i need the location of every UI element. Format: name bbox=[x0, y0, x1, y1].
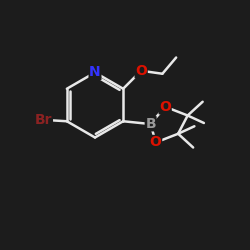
Text: O: O bbox=[150, 136, 162, 149]
Text: O: O bbox=[135, 64, 147, 78]
Text: O: O bbox=[159, 100, 171, 114]
Text: Br: Br bbox=[35, 113, 52, 127]
Text: B: B bbox=[145, 117, 156, 131]
Text: N: N bbox=[89, 66, 101, 80]
